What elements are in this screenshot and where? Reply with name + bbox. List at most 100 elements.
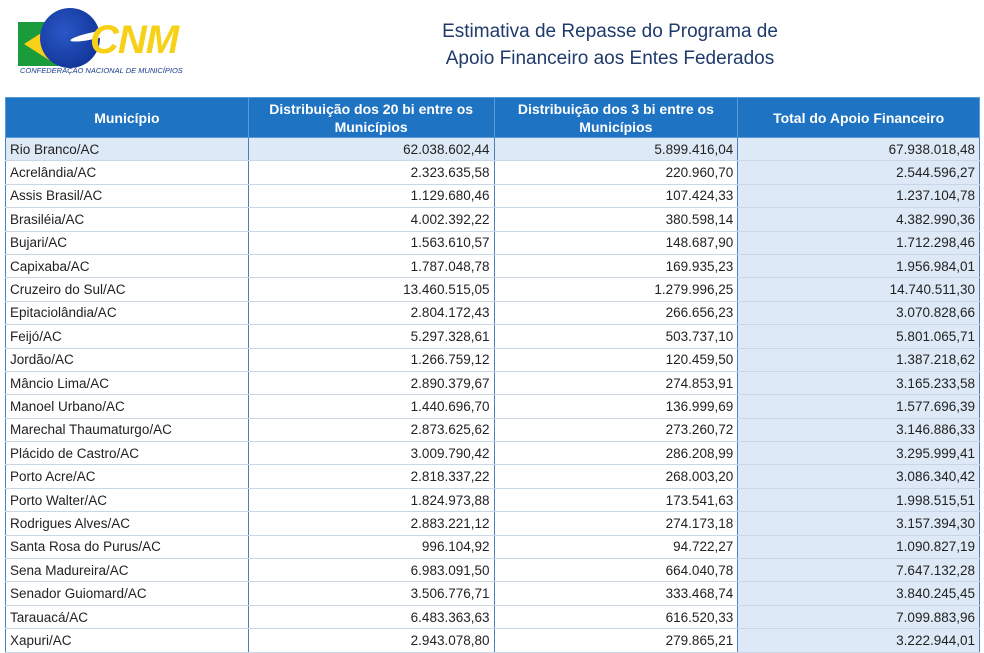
municipio-cell: Porto Acre/AC bbox=[5, 464, 249, 489]
value-cell: 3.009.790,42 bbox=[248, 441, 495, 466]
municipio-cell: Mâncio Lima/AC bbox=[5, 371, 249, 396]
value-cell: 1.090.827,19 bbox=[737, 535, 980, 560]
value-cell: 1.279.996,25 bbox=[494, 277, 739, 302]
municipio-cell: Tarauacá/AC bbox=[5, 605, 249, 630]
value-cell: 274.173,18 bbox=[494, 511, 739, 536]
column-header: Município bbox=[5, 97, 249, 138]
value-cell: 7.647.132,28 bbox=[737, 558, 980, 583]
title-line-2: Apoio Financeiro aos Entes Federados bbox=[445, 48, 775, 69]
value-cell: 13.460.515,05 bbox=[248, 277, 495, 302]
value-cell: 1.129.680,46 bbox=[248, 184, 495, 209]
table-row: Marechal Thaumaturgo/AC 2.873.625,62 273.2… bbox=[5, 418, 980, 443]
municipio-cell: Porto Walter/AC bbox=[5, 488, 249, 513]
value-cell: 6.483.363,63 bbox=[248, 605, 495, 630]
table-row: Sena Madureira/AC 6.983.091,50 664.040,78 7… bbox=[5, 558, 980, 583]
value-cell: 1.563.610,57 bbox=[248, 231, 495, 255]
value-cell: 1.237.104,78 bbox=[737, 184, 980, 209]
municipio-cell: Plácido de Castro/AC bbox=[5, 441, 249, 466]
value-cell: 2.890.379,67 bbox=[248, 371, 495, 396]
value-cell: 1.577.696,39 bbox=[737, 394, 980, 419]
value-cell: 268.003,20 bbox=[494, 464, 739, 489]
value-cell: 3.222.944,01 bbox=[737, 628, 980, 653]
value-cell: 1.824.973,88 bbox=[248, 488, 495, 513]
title-line-1: Estimativa de Repasse do Programa de bbox=[442, 21, 778, 42]
cnm-logo: CNM CONFEDERAÇÃO NACIONAL DE MUNICÍPIOS bbox=[18, 8, 198, 78]
table-row: Epitaciolândia/AC 2.804.172,43 266.656,23 3… bbox=[5, 301, 980, 326]
municipio-cell: Rio Branco/AC bbox=[5, 137, 249, 162]
repasse-table: Município Distribuição dos 20 bi entre os… bbox=[5, 97, 980, 653]
value-cell: 1.266.759,12 bbox=[248, 348, 495, 372]
value-cell: 5.801.065,71 bbox=[737, 324, 980, 349]
value-cell: 6.983.091,50 bbox=[248, 558, 495, 583]
value-cell: 2.818.337,22 bbox=[248, 464, 495, 489]
value-cell: 5.899.416,04 bbox=[494, 137, 739, 162]
value-cell: 3.840.245,45 bbox=[737, 581, 980, 606]
value-cell: 136.999,69 bbox=[494, 394, 739, 419]
table-row: Acrelândia/AC 2.323.635,58 220.960,70 2.544… bbox=[5, 160, 980, 185]
municipio-cell: Jordão/AC bbox=[5, 348, 249, 372]
value-cell: 2.323.635,58 bbox=[248, 160, 495, 185]
municipio-cell: Senador Guiomard/AC bbox=[5, 581, 249, 606]
value-cell: 62.038.602,44 bbox=[248, 137, 495, 162]
table-row: Feijó/AC 5.297.328,61 503.737,10 5.801.065,… bbox=[5, 324, 980, 349]
value-cell: 169.935,23 bbox=[494, 254, 739, 279]
table-row: Cruzeiro do Sul/AC 13.460.515,05 1.279.996… bbox=[5, 277, 980, 302]
column-header: Distribuição dos 20 bi entre os Municípi… bbox=[247, 97, 495, 138]
value-cell: 996.104,92 bbox=[248, 535, 495, 560]
value-cell: 67.938.018,48 bbox=[737, 137, 980, 162]
value-cell: 3.070.828,66 bbox=[737, 301, 980, 326]
value-cell: 3.146.886,33 bbox=[737, 418, 980, 443]
table-row: Manoel Urbano/AC 1.440.696,70 136.999,69 1.… bbox=[5, 394, 980, 419]
value-cell: 1.440.696,70 bbox=[248, 394, 495, 419]
logo-subtitle: CONFEDERAÇÃO NACIONAL DE MUNICÍPIOS bbox=[20, 66, 183, 75]
value-cell: 664.040,78 bbox=[494, 558, 739, 583]
value-cell: 333.468,74 bbox=[494, 581, 739, 606]
value-cell: 1.956.984,01 bbox=[737, 254, 980, 279]
table-row: Santa Rosa do Purus/AC 996.104,92 94.722,2… bbox=[5, 535, 980, 560]
value-cell: 14.740.511,30 bbox=[737, 277, 980, 302]
value-cell: 503.737,10 bbox=[494, 324, 739, 349]
table-row: Senador Guiomard/AC 3.506.776,71 333.468,7… bbox=[5, 581, 980, 606]
table-row: Capixaba/AC 1.787.048,78 169.935,23 1.956.9… bbox=[5, 254, 980, 279]
value-cell: 3.165.233,58 bbox=[737, 371, 980, 396]
municipio-cell: Xapuri/AC bbox=[5, 628, 249, 653]
municipio-cell: Sena Madureira/AC bbox=[5, 558, 249, 583]
table-row: Plácido de Castro/AC 3.009.790,42 286.208,… bbox=[5, 441, 980, 466]
municipio-cell: Manoel Urbano/AC bbox=[5, 394, 249, 419]
table-row: Porto Acre/AC 2.818.337,22 268.003,20 3.086… bbox=[5, 464, 980, 489]
value-cell: 2.883.221,12 bbox=[248, 511, 495, 536]
municipio-cell: Cruzeiro do Sul/AC bbox=[5, 277, 249, 302]
table-row: Xapuri/AC 2.943.078,80 279.865,21 3.222.944… bbox=[5, 628, 980, 653]
column-header: Total do Apoio Financeiro bbox=[737, 97, 980, 138]
value-cell: 7.099.883,96 bbox=[737, 605, 980, 630]
value-cell: 2.873.625,62 bbox=[248, 418, 495, 443]
table-row: Porto Walter/AC 1.824.973,88 173.541,63 1.9… bbox=[5, 488, 980, 513]
municipio-cell: Brasiléia/AC bbox=[5, 207, 249, 232]
value-cell: 1.787.048,78 bbox=[248, 254, 495, 279]
globe-icon bbox=[40, 8, 119, 68]
value-cell: 220.960,70 bbox=[494, 160, 739, 185]
value-cell: 2.804.172,43 bbox=[248, 301, 495, 326]
value-cell: 1.387.218,62 bbox=[737, 348, 980, 372]
value-cell: 2.544.596,27 bbox=[737, 160, 980, 185]
value-cell: 1.712.298,46 bbox=[737, 231, 980, 255]
table-header-row: Município Distribuição dos 20 bi entre os… bbox=[5, 97, 980, 138]
value-cell: 4.002.392,22 bbox=[248, 207, 495, 232]
municipio-cell: Marechal Thaumaturgo/AC bbox=[5, 418, 249, 443]
column-header: Distribuição dos 3 bi entre os Município… bbox=[493, 97, 739, 138]
municipio-cell: Epitaciolândia/AC bbox=[5, 301, 249, 326]
value-cell: 148.687,90 bbox=[494, 231, 739, 255]
value-cell: 107.424,33 bbox=[494, 184, 739, 209]
value-cell: 273.260,72 bbox=[494, 418, 739, 443]
value-cell: 2.943.078,80 bbox=[248, 628, 495, 653]
municipio-cell: Santa Rosa do Purus/AC bbox=[5, 535, 249, 560]
value-cell: 286.208,99 bbox=[494, 441, 739, 466]
value-cell: 266.656,23 bbox=[494, 301, 739, 326]
value-cell: 3.157.394,30 bbox=[737, 511, 980, 536]
value-cell: 3.086.340,42 bbox=[737, 464, 980, 489]
municipio-cell: Acrelândia/AC bbox=[5, 160, 249, 185]
municipio-cell: Feijó/AC bbox=[5, 324, 249, 349]
table-row: Rio Branco/AC 62.038.602,44 5.899.416,04 67… bbox=[5, 137, 980, 162]
table-row: Bujari/AC 1.563.610,57 148.687,90 1.712.298… bbox=[5, 231, 980, 255]
value-cell: 616.520,33 bbox=[494, 605, 739, 630]
